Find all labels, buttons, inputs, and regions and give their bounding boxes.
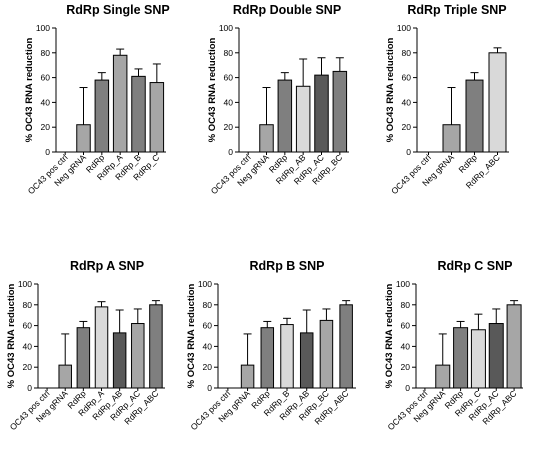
bar	[149, 304, 163, 389]
y-tick-label: 60	[401, 321, 411, 331]
bar	[299, 332, 314, 389]
y-tick-label: 40	[203, 341, 213, 351]
bar	[442, 124, 461, 153]
y-tick-label: 100	[18, 279, 32, 289]
bar	[277, 79, 293, 153]
bar	[94, 79, 110, 153]
bar	[131, 75, 146, 153]
y-tick-label: 100	[219, 23, 233, 33]
y-tick-label: 0	[406, 147, 411, 157]
y-tick-label: 40	[41, 97, 51, 107]
bar	[240, 364, 255, 389]
chart-title: RdRp Single SNP	[66, 3, 169, 17]
y-tick-label: 60	[23, 321, 33, 331]
bar	[76, 327, 91, 389]
bar	[319, 319, 334, 389]
y-tick-label: 80	[224, 48, 234, 58]
y-tick-label: 20	[203, 362, 213, 372]
y-tick-label: 80	[41, 48, 51, 58]
y-tick-label: 20	[402, 122, 412, 132]
chart-panel-4: RdRp A SNP % OC43 RNA reduction 0 20 40 60 80 1…	[6, 259, 165, 432]
y-tick-label: 20	[224, 122, 234, 132]
y-tick-label: 0	[45, 147, 50, 157]
y-tick-label: 60	[402, 73, 412, 83]
bar	[506, 304, 522, 389]
y-tick-label: 0	[207, 383, 212, 393]
chart-panel-1: RdRp Single SNP % OC43 RNA reduction 0 20 40…	[24, 3, 170, 196]
chart-panel-6: RdRp C SNP % OC43 RNA reduction 0 20 40 60 80 1…	[384, 259, 523, 432]
y-tick-label: 100	[198, 279, 212, 289]
bar	[149, 82, 165, 153]
y-tick-label: 40	[23, 341, 33, 351]
y-tick-label: 0	[405, 383, 410, 393]
bar	[259, 124, 274, 153]
bar	[453, 327, 469, 389]
bar	[58, 364, 72, 389]
bar	[112, 54, 128, 153]
bar	[435, 364, 451, 389]
bar	[488, 52, 507, 153]
chart-title: RdRp A SNP	[70, 259, 144, 273]
chart-panel-5: RdRp B SNP % OC43 RNA reduction 0 20 40 60 80 1…	[186, 259, 356, 432]
y-tick-label: 60	[224, 73, 234, 83]
y-tick-label: 20	[41, 122, 51, 132]
y-tick-label: 40	[402, 97, 412, 107]
y-tick-label: 80	[23, 300, 33, 310]
y-axis-label: % OC43 RNA reduction	[24, 37, 35, 142]
y-axis-label: % OC43 RNA reduction	[186, 283, 197, 388]
bar	[470, 329, 486, 389]
bar	[295, 85, 311, 153]
y-tick-label: 0	[27, 383, 32, 393]
chart-panel-2: RdRp Double SNP % OC43 RNA reduction 0 20 40…	[207, 3, 349, 196]
bar	[465, 79, 484, 153]
y-axis-label: % OC43 RNA reduction	[385, 37, 396, 142]
chart-title: RdRp Triple SNP	[407, 3, 506, 17]
bar	[94, 306, 109, 389]
bar	[339, 304, 353, 389]
y-tick-label: 100	[397, 23, 411, 33]
bar	[488, 323, 504, 389]
y-tick-label: 80	[401, 300, 411, 310]
y-tick-label: 20	[401, 362, 411, 372]
chart-title: RdRp Double SNP	[233, 3, 341, 17]
y-tick-label: 60	[41, 73, 51, 83]
bar	[314, 74, 329, 153]
y-tick-label: 40	[401, 341, 411, 351]
y-tick-label: 20	[23, 362, 33, 372]
y-tick-label: 100	[36, 23, 50, 33]
bar	[332, 70, 348, 153]
chart-title: RdRp C SNP	[438, 259, 513, 273]
y-axis-label: % OC43 RNA reduction	[384, 283, 395, 388]
y-tick-label: 0	[228, 147, 233, 157]
y-tick-label: 40	[224, 97, 234, 107]
y-tick-label: 60	[203, 321, 213, 331]
bar	[112, 332, 127, 389]
bar	[76, 124, 91, 153]
bar	[260, 327, 275, 389]
y-axis-label: % OC43 RNA reduction	[207, 37, 218, 142]
chart-panel-3: RdRp Triple SNP % OC43 RNA reduction 0 20 40…	[385, 3, 509, 196]
bar	[131, 323, 145, 389]
chart-title: RdRp B SNP	[250, 259, 325, 273]
y-axis-label: % OC43 RNA reduction	[6, 283, 17, 388]
y-tick-label: 80	[203, 300, 213, 310]
y-tick-label: 80	[402, 48, 412, 58]
y-tick-label: 100	[396, 279, 410, 289]
bar	[280, 324, 294, 389]
